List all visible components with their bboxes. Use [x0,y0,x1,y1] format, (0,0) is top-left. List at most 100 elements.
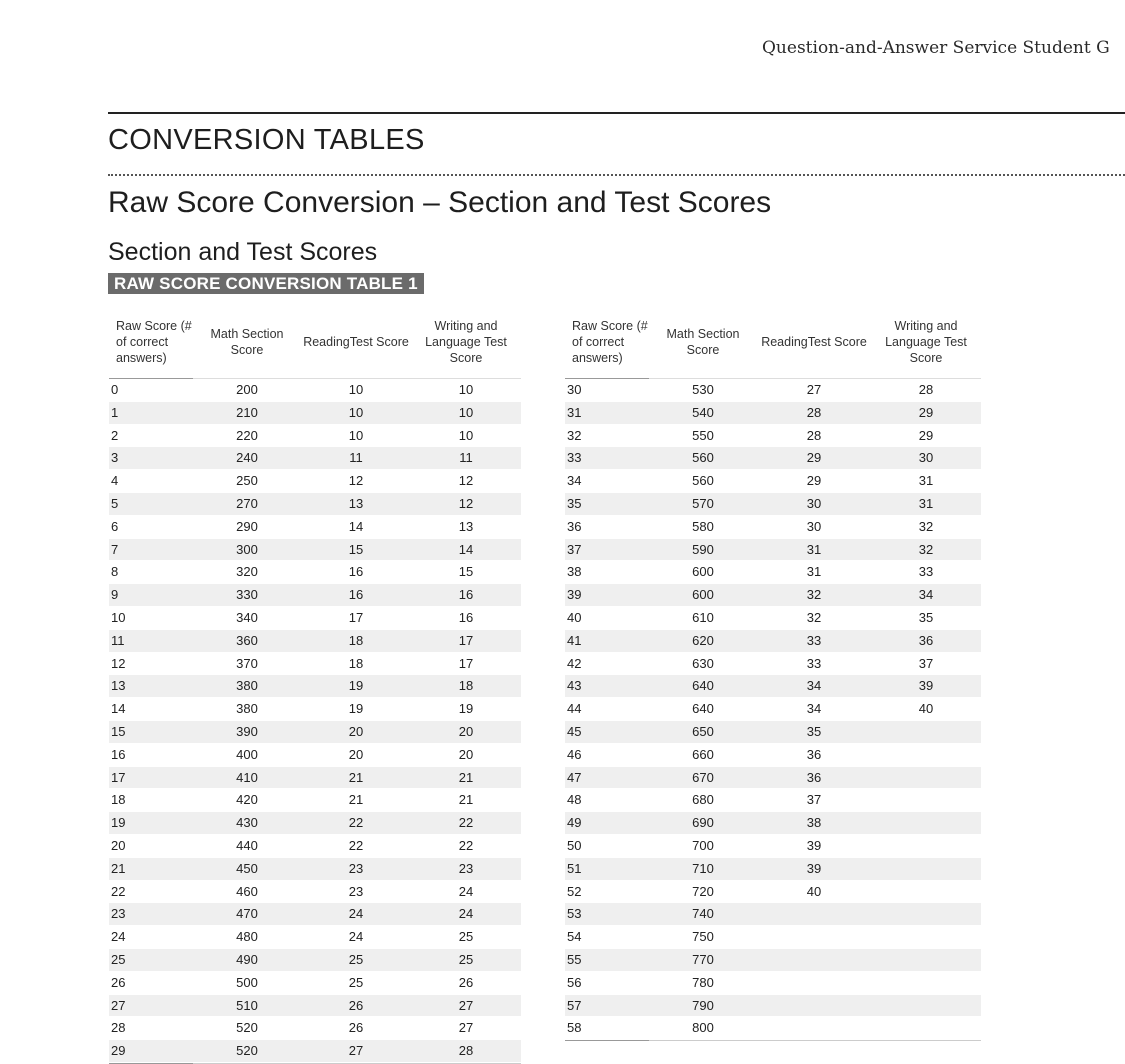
writing-score-cell: 25 [458,951,474,967]
reading-score-cell: 33 [806,655,822,671]
math-score-cell: 380 [236,678,258,694]
math-score-cell: 630 [692,655,714,671]
table-row: 7 300 15 14 [109,538,521,562]
math-score-cell: 390 [236,723,258,739]
reading-score-cell: 28 [806,427,822,443]
conversion-table-right: Raw Score (# of correct answers) Math Se… [565,306,981,1042]
writing-score-cell: 27 [458,1020,474,1036]
math-score-cell: 560 [692,450,714,466]
table-row: 56 780 [565,972,981,995]
writing-score-cell: 28 [458,1043,474,1059]
raw-score-cell: 27 [111,997,126,1013]
math-score-cell: 270 [236,495,258,511]
table-row: 44 640 34 40 [565,698,981,721]
raw-score-cell: 32 [567,427,582,443]
raw-score-cell: 8 [111,564,119,580]
reading-score-cell: 34 [806,678,822,694]
math-score-cell: 590 [692,541,714,557]
table-row: 22 460 23 24 [109,881,521,904]
reading-score-cell: 38 [806,815,822,831]
writing-score-cell: 11 [459,450,473,466]
table-row: 29 520 27 28 [109,1040,521,1063]
table-label: RAW SCORE CONVERSION TABLE 1 [108,273,424,294]
table-row: 42 630 33 37 [565,653,981,676]
math-score-cell: 370 [236,655,258,671]
raw-score-cell: 40 [567,609,582,625]
reading-score-cell: 31 [806,541,822,557]
table-row: 5 270 13 12 [109,492,521,516]
table-row: 23 470 24 24 [109,903,521,927]
writing-score-cell: 36 [918,632,934,648]
raw-score-cell: 13 [111,678,126,694]
math-score-cell: 570 [692,495,714,511]
reading-score-cell: 36 [806,746,822,762]
writing-score-cell: 14 [458,541,474,557]
math-score-cell: 750 [692,929,714,945]
table-row: 53 740 [565,903,981,927]
reading-score-cell: 15 [348,541,364,557]
reading-score-cell: 31 [806,564,822,580]
raw-score-cell: 15 [111,723,126,739]
sub-heading: Section and Test Scores [108,238,378,266]
math-score-cell: 320 [236,564,258,580]
reading-score-cell: 23 [348,883,364,899]
reading-score-cell: 20 [348,723,364,739]
math-score-cell: 520 [236,1043,258,1059]
writing-score-cell [871,903,981,925]
writing-score-cell [871,995,981,1017]
table-row: 19 430 22 22 [109,812,521,835]
writing-score-cell: 34 [918,587,934,603]
reading-score-cell: 19 [348,678,364,694]
table-row: 6 290 14 13 [109,516,521,539]
writing-score-cell: 25 [458,929,474,945]
table-row: 33 560 29 30 [565,447,981,471]
raw-score-cell: 51 [567,860,582,876]
reading-score-cell: 39 [806,860,822,876]
raw-score-cell: 46 [567,746,582,762]
math-score-cell: 670 [692,769,714,785]
raw-score-cell: 10 [111,609,126,625]
math-score-cell: 600 [692,564,714,580]
raw-score-cell: 28 [111,1020,126,1036]
section-title: CONVERSION TABLES [108,124,425,156]
raw-score-cell: 22 [111,883,126,899]
reading-score-cell: 29 [806,450,822,466]
table-row: 17 410 21 21 [109,766,521,790]
math-score-cell: 580 [692,518,714,534]
writing-score-cell: 28 [918,382,934,397]
header-rule [108,112,1125,114]
raw-score-cell: 30 [567,382,582,397]
math-score-cell: 490 [236,951,258,967]
table-row: 3 240 11 11 [109,447,521,471]
writing-score-cell: 17 [458,655,474,671]
reading-score-cell: 22 [348,837,364,853]
writing-score-cell [871,858,981,880]
writing-score-cell: 16 [458,609,474,625]
reading-score-cell: 27 [348,1043,364,1059]
table-row: 38 600 31 33 [565,561,981,585]
table-header: Raw Score (# of correct answers) Math Se… [109,306,521,379]
math-score-cell: 380 [236,701,258,717]
writing-score-cell [871,744,981,766]
table-row: 0 200 10 10 [109,379,521,402]
math-score-cell: 600 [692,587,714,603]
table-row: 57 790 [565,994,981,1018]
reading-score-cell: 24 [348,929,364,945]
math-score-cell: 790 [692,997,714,1013]
raw-score-cell: 21 [111,860,126,876]
raw-score-cell: 42 [567,655,582,671]
reading-score-cell: 21 [348,792,364,808]
table-row: 45 650 35 [565,720,981,744]
math-score-cell: 610 [692,609,714,625]
writing-score-cell: 35 [918,609,934,625]
raw-score-cell: 6 [111,518,119,534]
raw-score-cell: 14 [111,701,126,717]
reading-score-cell: 16 [348,587,364,603]
table-header: Raw Score (# of correct answers) Math Se… [565,306,981,379]
table-row: 47 670 36 [565,766,981,790]
reading-score-cell: 26 [348,1020,364,1036]
writing-score-cell [871,881,981,903]
table-row: 25 490 25 25 [109,948,521,972]
math-score-cell: 430 [236,815,258,831]
col-header-writing: Writing and Language Test Score [885,319,967,365]
